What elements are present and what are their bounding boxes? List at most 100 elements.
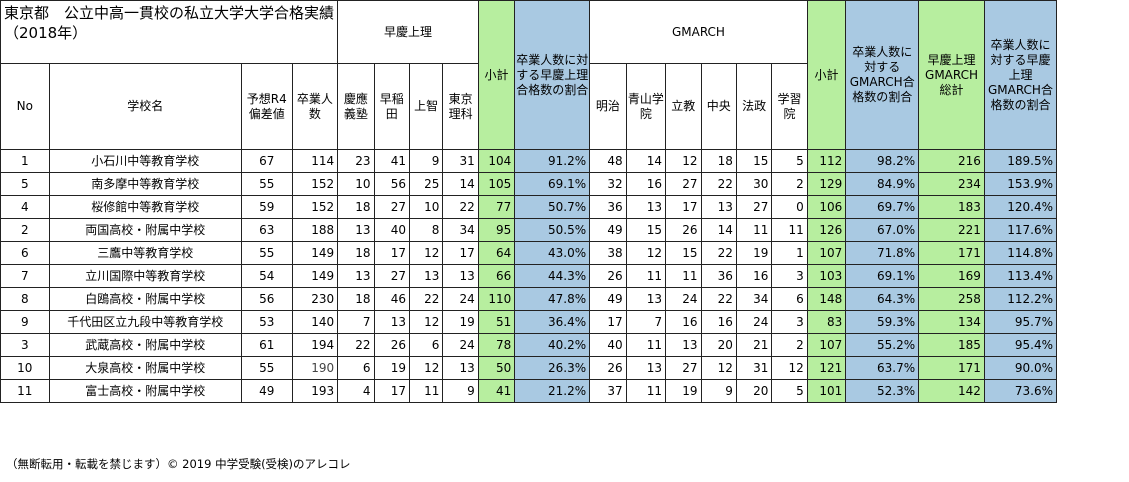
header-soukei-group: 早慶上理	[337, 0, 479, 64]
cell-ratio3: 189.5%	[983, 149, 1058, 173]
cell-sub2: 112	[806, 149, 847, 173]
cell-no: 2	[0, 218, 50, 242]
cell-ratio2: 98.2%	[845, 149, 920, 173]
cell-school: 小石川中等教育学校	[48, 149, 242, 173]
cell-chuo: 22	[700, 287, 737, 311]
cell-school: 大泉高校・附属中学校	[48, 356, 242, 380]
cell-chuo: 18	[700, 149, 737, 173]
cell-rikkyo: 19	[665, 379, 702, 403]
cell-school: 両国高校・附属中学校	[48, 218, 242, 242]
cell-sophia: 25	[408, 172, 444, 196]
cell-no: 4	[0, 195, 50, 219]
cell-tus: 17	[442, 241, 479, 265]
header-ratio-2: 卒業人数に対するGMARCH合格数の割合	[845, 0, 920, 150]
cell-total: 258	[918, 287, 985, 311]
cell-total: 171	[918, 356, 985, 380]
cell-gakushuin: 3	[771, 310, 808, 334]
cell-ratio2: 71.8%	[845, 241, 920, 265]
cell-keio: 4	[337, 379, 375, 403]
cell-aoyama: 13	[625, 287, 667, 311]
cell-ratio2: 69.7%	[845, 195, 920, 219]
cell-ratio1: 40.2%	[514, 333, 591, 357]
cell-ratio3: 112.2%	[983, 287, 1058, 311]
header-tus: 東京理科	[442, 63, 479, 150]
cell-hosei: 20	[735, 379, 773, 403]
cell-ratio3: 95.7%	[983, 310, 1058, 334]
cell-hensachi: 67	[240, 149, 293, 173]
cell-meiji: 32	[589, 172, 627, 196]
cell-no: 3	[0, 333, 50, 357]
cell-chuo: 22	[700, 241, 737, 265]
cell-chuo: 36	[700, 264, 737, 288]
table-row: 10 大泉高校・附属中学校 55 190 6 19 12 13 50 26.3% 26 13 27 12 3…	[0, 356, 1058, 380]
cell-school: 武蔵高校・附属中学校	[48, 333, 242, 357]
cell-grads: 194	[291, 333, 339, 357]
table-row: 8 白鴎高校・附属中学校 56 230 18 46 22 24 110 47.8% 49 13 24 22…	[0, 287, 1058, 311]
cell-aoyama: 13	[625, 356, 667, 380]
cell-meiji: 36	[589, 195, 627, 219]
cell-meiji: 26	[589, 264, 627, 288]
cell-sub1: 51	[477, 310, 516, 334]
cell-chuo: 9	[700, 379, 737, 403]
cell-total: 221	[918, 218, 985, 242]
cell-waseda: 27	[373, 264, 410, 288]
cell-ratio3: 114.8%	[983, 241, 1058, 265]
cell-ratio1: 44.3%	[514, 264, 591, 288]
cell-rikkyo: 26	[665, 218, 702, 242]
cell-gakushuin: 12	[771, 356, 808, 380]
cell-hensachi: 56	[240, 287, 293, 311]
cell-meiji: 40	[589, 333, 627, 357]
cell-tus: 24	[442, 333, 479, 357]
cell-tus: 13	[442, 356, 479, 380]
cell-sophia: 12	[408, 356, 444, 380]
cell-hensachi: 49	[240, 379, 293, 403]
cell-no: 9	[0, 310, 50, 334]
cell-chuo: 20	[700, 333, 737, 357]
cell-meiji: 49	[589, 287, 627, 311]
cell-keio: 7	[337, 310, 375, 334]
header-meiji: 明治	[589, 63, 627, 150]
cell-sophia: 22	[408, 287, 444, 311]
cell-total: 183	[918, 195, 985, 219]
cell-chuo: 13	[700, 195, 737, 219]
table-row: 6 三鷹中等教育学校 55 149 18 17 12 17 64 43.0% 38 12 15 22 19 1…	[0, 241, 1058, 265]
cell-school: 千代田区立九段中等教育学校	[48, 310, 242, 334]
cell-total: 234	[918, 172, 985, 196]
cell-sophia: 12	[408, 241, 444, 265]
cell-waseda: 40	[373, 218, 410, 242]
cell-waseda: 19	[373, 356, 410, 380]
cell-gakushuin: 0	[771, 195, 808, 219]
cell-ratio3: 120.4%	[983, 195, 1058, 219]
table-row: 9 千代田区立九段中等教育学校 53 140 7 13 12 19 51 36.4% 17 7 16 16…	[0, 310, 1058, 334]
cell-tus: 13	[442, 264, 479, 288]
cell-sub2: 126	[806, 218, 847, 242]
cell-rikkyo: 12	[665, 149, 702, 173]
cell-sophia: 12	[408, 310, 444, 334]
header-subtotal-2: 小計	[806, 0, 847, 150]
cell-sub2: 121	[806, 356, 847, 380]
cell-aoyama: 11	[625, 333, 667, 357]
cell-hosei: 11	[735, 218, 773, 242]
cell-keio: 6	[337, 356, 375, 380]
cell-chuo: 14	[700, 218, 737, 242]
cell-tus: 24	[442, 287, 479, 311]
cell-total: 134	[918, 310, 985, 334]
cell-ratio1: 69.1%	[514, 172, 591, 196]
cell-gakushuin: 3	[771, 264, 808, 288]
cell-ratio3: 73.6%	[983, 379, 1058, 403]
cell-ratio2: 59.3%	[845, 310, 920, 334]
cell-sub2: 83	[806, 310, 847, 334]
cell-waseda: 17	[373, 379, 410, 403]
cell-hensachi: 53	[240, 310, 293, 334]
cell-hosei: 24	[735, 310, 773, 334]
results-table: 東京都 公立中高一貫校の私立大学大学合格実績（2018年） 早慶上理 小計 卒業…	[0, 0, 1058, 403]
header-aoyama: 青山学院	[625, 63, 667, 150]
table-container: 東京都 公立中高一貫校の私立大学大学合格実績（2018年） 早慶上理 小計 卒業…	[0, 0, 1058, 403]
cell-grads: 114	[291, 149, 339, 173]
cell-ratio3: 95.4%	[983, 333, 1058, 357]
cell-ratio1: 26.3%	[514, 356, 591, 380]
cell-tus: 34	[442, 218, 479, 242]
cell-waseda: 26	[373, 333, 410, 357]
cell-gakushuin: 11	[771, 218, 808, 242]
table-row: 5 南多摩中等教育学校 55 152 10 56 25 14 105 69.1% 32 16 27 22 3…	[0, 172, 1058, 196]
